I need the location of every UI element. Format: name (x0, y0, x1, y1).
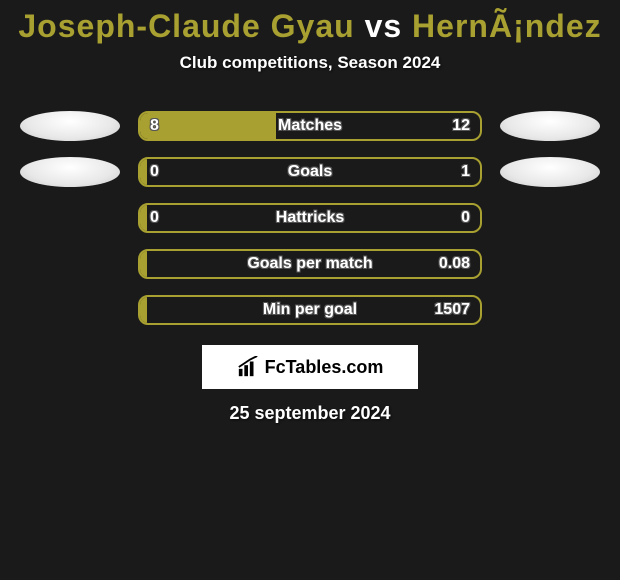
player1-name: Joseph-Claude Gyau (18, 8, 354, 44)
stat-row: 0 Goals 1 (0, 157, 620, 187)
stat-label: Goals (288, 163, 332, 181)
avatar-spacer (500, 249, 600, 279)
stat-row: 8 Matches 12 (0, 111, 620, 141)
date-text: 25 september 2024 (0, 403, 620, 424)
stat-value-left: 8 (150, 117, 159, 135)
bars-host: 8 Matches 12 0 Goals 1 0 Hattricks 0 Goals per ma… (0, 111, 620, 325)
stat-value-right: 12 (452, 117, 470, 135)
stat-row: Goals per match 0.08 (0, 249, 620, 279)
logo-box: FcTables.com (202, 345, 418, 389)
stat-bar: 8 Matches 12 (138, 111, 482, 141)
stat-label: Matches (278, 117, 342, 135)
avatar-spacer (500, 203, 600, 233)
stat-value-right: 1507 (434, 301, 470, 319)
stat-bar-fill (140, 113, 276, 139)
logo-text: FcTables.com (265, 357, 384, 378)
stat-value-left: 0 (150, 163, 159, 181)
stat-bar-fill (140, 251, 147, 277)
player1-avatar (20, 111, 120, 141)
stat-label: Min per goal (263, 301, 357, 319)
player2-avatar (500, 157, 600, 187)
stat-row: 0 Hattricks 0 (0, 203, 620, 233)
stat-bar: 0 Hattricks 0 (138, 203, 482, 233)
stat-value-left: 0 (150, 209, 159, 227)
stat-row: Min per goal 1507 (0, 295, 620, 325)
stat-bar-fill (140, 159, 147, 185)
avatar-spacer (500, 295, 600, 325)
stat-bar: Min per goal 1507 (138, 295, 482, 325)
avatar-spacer (20, 203, 120, 233)
bar-chart-icon (237, 356, 259, 378)
stat-label: Goals per match (247, 255, 372, 273)
stat-value-right: 0.08 (439, 255, 470, 273)
stat-bar-fill (140, 205, 147, 231)
stat-bar: 0 Goals 1 (138, 157, 482, 187)
stat-label: Hattricks (276, 209, 344, 227)
chart-container: Joseph-Claude Gyau vs HernÃ¡ndez Club co… (0, 0, 620, 424)
avatar-spacer (20, 295, 120, 325)
stat-bar-fill (140, 297, 147, 323)
player1-avatar (20, 157, 120, 187)
stat-bar: Goals per match 0.08 (138, 249, 482, 279)
subtitle: Club competitions, Season 2024 (0, 53, 620, 73)
stat-value-right: 0 (461, 209, 470, 227)
player2-name: HernÃ¡ndez (412, 8, 602, 44)
player2-avatar (500, 111, 600, 141)
avatar-spacer (20, 249, 120, 279)
page-title: Joseph-Claude Gyau vs HernÃ¡ndez (0, 8, 620, 45)
stat-value-right: 1 (461, 163, 470, 181)
vs-text: vs (365, 8, 403, 44)
